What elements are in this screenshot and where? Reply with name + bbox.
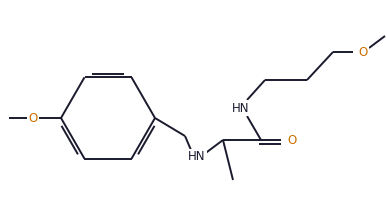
Text: O: O [28,111,38,125]
Text: HN: HN [232,101,250,114]
Text: O: O [358,46,368,58]
Text: O: O [288,134,296,147]
Text: HN: HN [188,150,206,163]
